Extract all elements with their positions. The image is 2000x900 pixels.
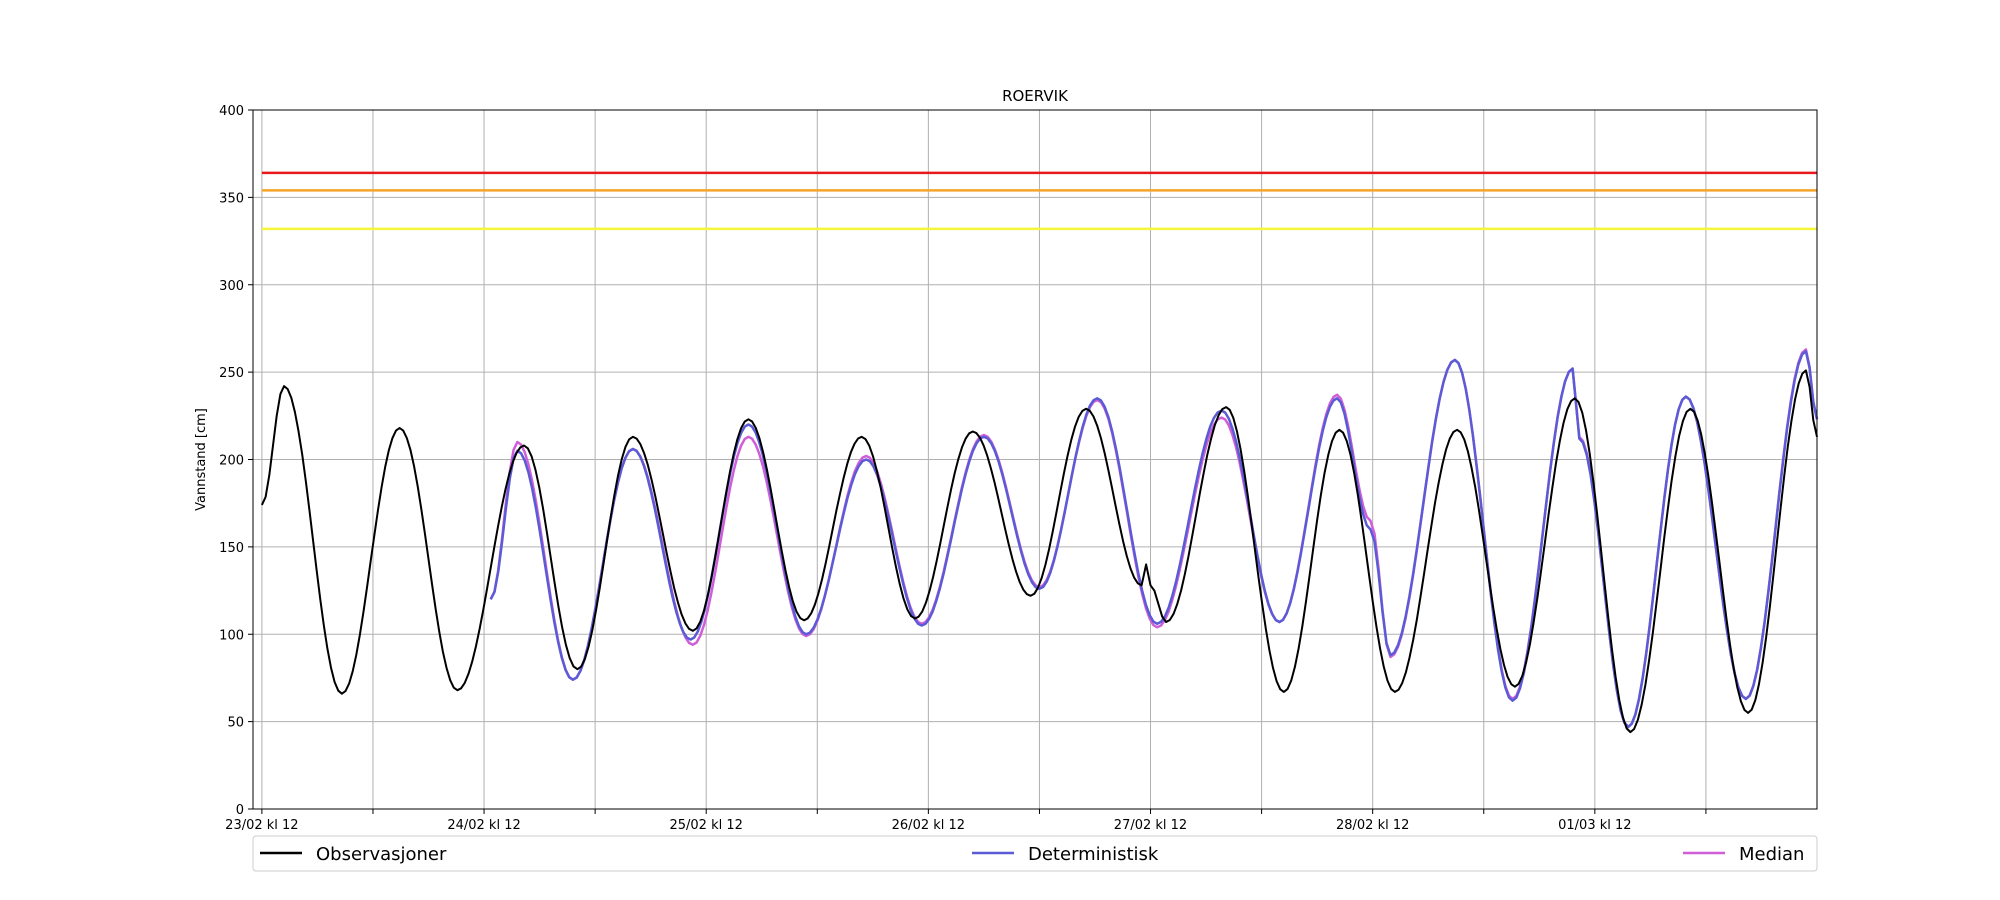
y-tick-label: 250 (219, 366, 244, 381)
y-tick-label: 200 (219, 454, 244, 469)
x-tick-label: 28/02 kl 12 (1336, 818, 1409, 833)
y-axis-label: Vannstand [cm] (194, 408, 209, 511)
threshold-lines (261, 171, 1817, 231)
y-tick-label: 350 (219, 191, 244, 206)
legend-label: Median (1739, 844, 1804, 865)
x-tick-label: 25/02 kl 12 (669, 818, 742, 833)
y-tick-label: 50 (227, 716, 244, 731)
chart-title: ROERVIK (1002, 87, 1069, 105)
legend: Observasjoner Deterministisk Median (252, 835, 1818, 872)
y-tick-label: 0 (236, 803, 244, 818)
series-line-observasjoner (260, 369, 1818, 734)
y-axis: 0 50 100 150 200 250 300 350 400 (219, 104, 253, 818)
legend-label: Deterministisk (1028, 844, 1159, 865)
x-tick-label: 24/02 kl 12 (447, 818, 520, 833)
x-tick-label: 23/02 kl 12 (225, 818, 298, 833)
y-tick-label: 100 (219, 628, 244, 643)
grid (253, 109, 1817, 810)
series-lines (260, 348, 1819, 734)
y-tick-label: 150 (219, 541, 244, 556)
x-tick-label: 01/03 kl 12 (1558, 818, 1631, 833)
x-tick-label: 26/02 kl 12 (892, 818, 965, 833)
x-tick-label: 27/02 kl 12 (1114, 818, 1187, 833)
x-axis: 23/02 kl 12 24/02 kl 12 25/02 kl 12 26/02 k… (225, 809, 1707, 833)
legend-label: Observasjoner (316, 844, 447, 865)
legend-box (252, 835, 1818, 872)
y-tick-label: 300 (219, 279, 244, 294)
y-tick-label: 400 (219, 104, 244, 119)
